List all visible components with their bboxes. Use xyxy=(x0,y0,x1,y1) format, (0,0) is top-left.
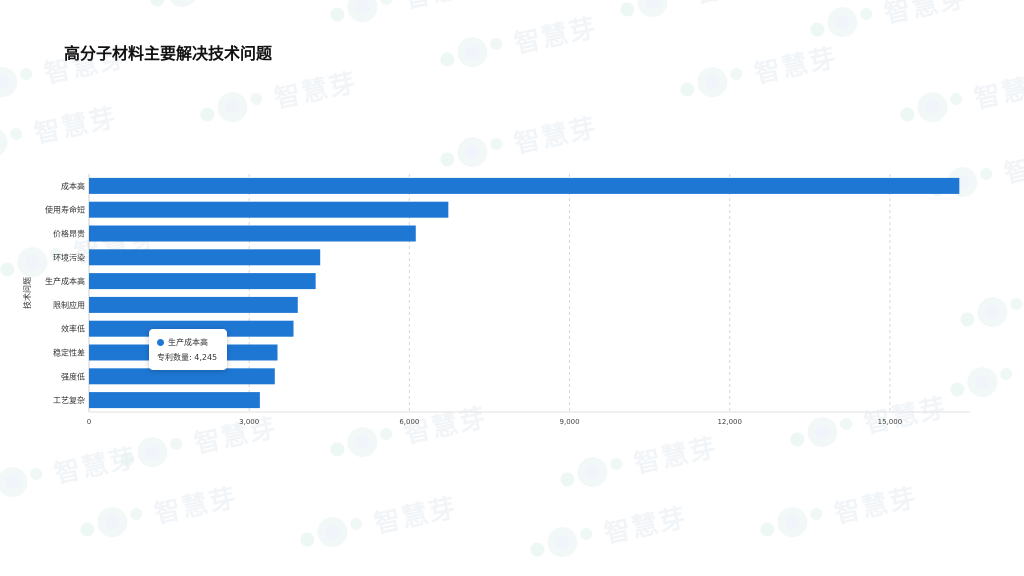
bar xyxy=(89,368,275,385)
y-tick-label: 环境污染 xyxy=(53,252,85,262)
y-tick-label: 限制应用 xyxy=(53,300,85,310)
x-tick-label: 6,000 xyxy=(399,418,419,426)
chart-tooltip: 生产成本高 专利数量: 4,245 xyxy=(149,329,228,370)
x-tick-label: 9,000 xyxy=(560,418,580,426)
tooltip-series-dot xyxy=(157,339,164,346)
x-tick-label: 15,000 xyxy=(878,418,903,426)
bar xyxy=(89,296,298,313)
x-tick-label: 12,000 xyxy=(717,418,742,426)
y-tick-label: 强度低 xyxy=(61,371,85,381)
bar xyxy=(89,249,321,266)
bar xyxy=(89,177,960,194)
y-tick-label: 使用寿命短 xyxy=(45,205,85,215)
bar xyxy=(89,320,294,337)
x-tick-label: 0 xyxy=(87,418,91,426)
y-tick-label: 稳定性差 xyxy=(53,348,85,358)
bar xyxy=(89,201,449,218)
tooltip-category: 生产成本高 xyxy=(168,338,208,347)
y-tick-label: 工艺复杂 xyxy=(53,395,85,405)
y-tick-label: 效率低 xyxy=(61,324,85,334)
y-tick-label: 生产成本高 xyxy=(45,276,85,286)
y-axis-title: 技术问题 xyxy=(22,277,32,309)
bar xyxy=(89,273,316,290)
bar xyxy=(89,225,416,242)
tooltip-value: 专利数量: 4,245 xyxy=(157,353,218,362)
y-tick-label: 价格昂贵 xyxy=(53,229,85,239)
x-tick-label: 3,000 xyxy=(239,418,259,426)
y-tick-label: 成本高 xyxy=(61,181,85,191)
chart-title: 高分子材料主要解决技术问题 xyxy=(64,44,273,63)
bar xyxy=(89,392,260,409)
